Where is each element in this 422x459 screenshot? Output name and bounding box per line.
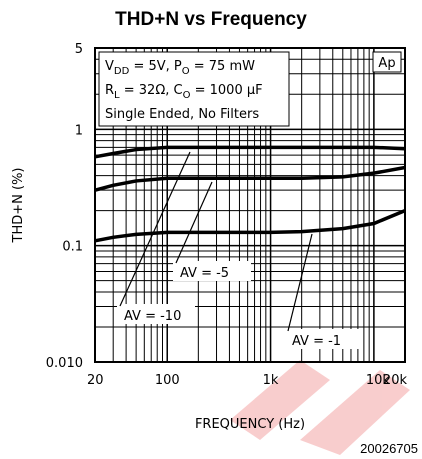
annotation-box [98,51,290,127]
annotation: VDD = 5V, PO = 75 mW [105,59,255,77]
annotation-part: = 5V, P [129,59,182,74]
badge-box [372,51,402,73]
x-tick-label: 100 [155,373,180,388]
watermark-shape [230,360,330,440]
series-label: AV = -10 [124,309,181,324]
annotation-part: V [105,59,114,74]
plot-frame [94,47,406,363]
x-tick-label: 20 [87,373,104,388]
watermark-shape [300,370,410,455]
annotation-part: = 1000 μF [190,83,262,98]
y-tick-label: 5 [75,42,83,57]
line [94,145,406,159]
y-axis-label: THD+N (%) [11,168,26,244]
subscript: O [183,90,191,101]
y-tick-label: 0.010 [46,356,83,371]
x-tick-label: 1k [263,373,279,388]
series-label-bg [285,329,363,349]
series-label: AV = -5 [180,266,229,281]
series-label-bg [117,304,195,324]
series-label-bg [173,261,251,281]
line [94,209,406,243]
annotation-part: Single Ended, No Filters [105,107,259,122]
x-axis-label: FREQUENCY (Hz) [195,417,305,432]
callout [119,151,191,307]
x-tick-label: 20k [383,373,408,388]
y-tick-label: 1 [75,123,83,138]
subscript: O [182,66,190,77]
annotation: Single Ended, No Filters [105,107,259,122]
callout [287,233,313,332]
subscript: DD [114,66,130,77]
line [94,165,406,192]
x-tick-label: 10k [366,373,391,388]
annotation-part: = 32Ω, C [120,83,183,98]
annotation: RL = 32Ω, CO = 1000 μF [105,83,263,101]
watermark [230,360,410,455]
subscript: L [114,90,120,101]
series-label: AV = -1 [292,334,341,349]
chart-title: THD+N vs Frequency [115,9,307,30]
figure-id: 20026705 [360,441,418,456]
badge: Ap [378,56,395,71]
y-tick-label: 0.1 [62,240,83,255]
callout [175,181,213,264]
annotation-part: = 75 mW [190,59,255,74]
annotation-part: R [105,83,114,98]
